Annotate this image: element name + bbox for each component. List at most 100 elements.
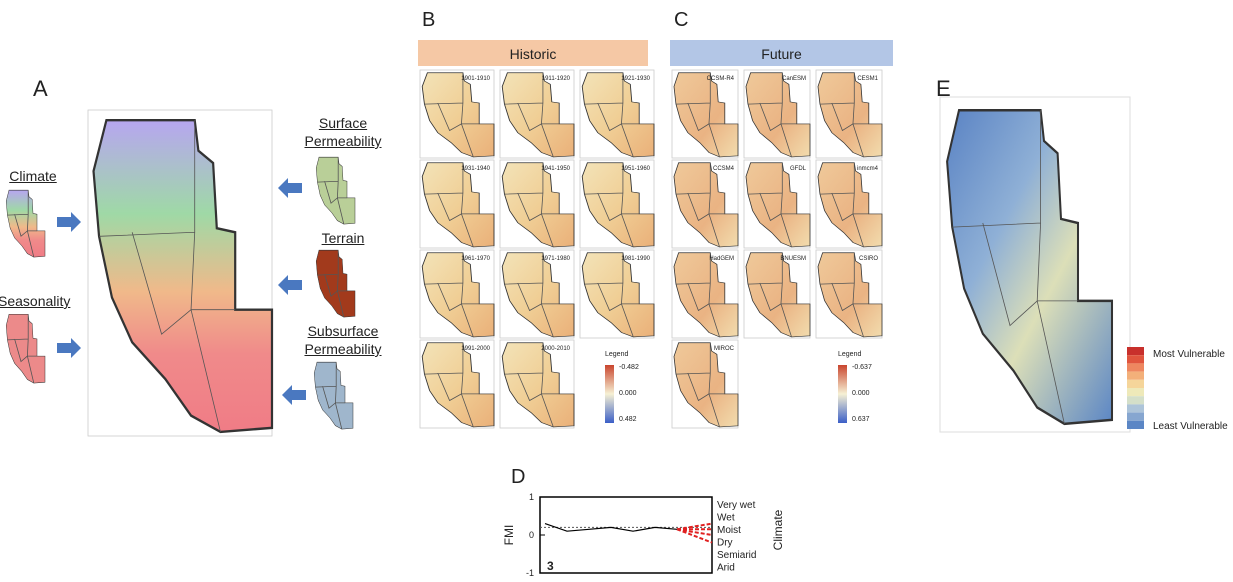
seasonality-map — [5, 313, 46, 384]
input-label: Subsurface Permeability — [304, 323, 382, 357]
climate-map — [5, 189, 46, 258]
state-lines — [424, 73, 479, 157]
main-map — [92, 118, 274, 434]
label: CCSM-R4 — [707, 76, 735, 82]
projection-fan — [676, 528, 713, 544]
thumb-map — [421, 72, 495, 158]
label: 1991-2000 — [461, 346, 490, 352]
label: 1901-1910 — [461, 76, 490, 82]
label: Most Vulnerable — [1153, 349, 1225, 360]
arrow — [57, 338, 81, 358]
state-lines — [504, 343, 559, 427]
thumb-map — [421, 162, 495, 248]
thumb-map — [745, 162, 811, 248]
label: 0.637 — [852, 416, 870, 423]
label: Future — [761, 46, 802, 62]
label: Climate — [771, 509, 785, 550]
label: D — [511, 466, 525, 488]
state-lines — [424, 163, 479, 247]
state-lines — [820, 253, 869, 337]
legend-swatch — [1127, 388, 1144, 397]
input-label: Surface Permeability — [304, 115, 382, 149]
vulnerability-map — [945, 109, 1114, 426]
state-lines — [504, 73, 559, 157]
arrow — [282, 385, 306, 405]
map-shape — [5, 189, 46, 258]
input-label: Climate — [9, 168, 57, 184]
state-lines — [676, 73, 725, 157]
state-lines — [317, 250, 347, 317]
label: 1971-1980 — [541, 256, 570, 262]
legend-swatch — [1127, 363, 1144, 372]
state-lines — [584, 253, 639, 337]
label: 1 — [529, 492, 534, 502]
state-lines — [748, 73, 797, 157]
state-lines — [7, 190, 37, 257]
header-bar — [670, 40, 893, 66]
state-lines — [584, 163, 639, 247]
label: 3 — [547, 559, 554, 573]
label: GFDL — [790, 166, 807, 172]
arrow — [278, 178, 302, 198]
thumb-map — [501, 72, 575, 158]
label: Dry — [717, 538, 733, 549]
state-lines — [504, 253, 559, 337]
label: 1941-1950 — [541, 166, 570, 172]
state-lines — [676, 343, 725, 427]
state-lines — [952, 110, 1078, 424]
legend-bar — [605, 365, 614, 423]
label: 0.000 — [619, 390, 637, 397]
label: -0.482 — [619, 364, 639, 371]
map-shape — [315, 249, 356, 318]
label: 1921-1930 — [621, 76, 650, 82]
label: Arid — [717, 563, 735, 574]
label: C — [674, 9, 688, 31]
map-shape — [313, 361, 354, 430]
legend-swatch — [1127, 412, 1144, 421]
input-label: Seasonality — [0, 293, 71, 309]
label: Semiarid — [717, 550, 756, 561]
state-lines — [676, 253, 725, 337]
label: FMI — [502, 525, 516, 546]
subsurface-perm-map — [313, 361, 354, 430]
surface-perm-map — [315, 156, 356, 225]
label: 1981-1990 — [621, 256, 650, 262]
input-label: Terrain — [321, 230, 365, 246]
thumb-map — [421, 252, 495, 338]
thumb-map — [421, 342, 495, 428]
arrow — [278, 275, 302, 295]
thumb-map — [581, 162, 655, 248]
legend-swatch — [1127, 347, 1144, 356]
label: inmcm4 — [857, 166, 879, 172]
label: Moist — [717, 525, 741, 536]
legend-swatch — [1127, 379, 1144, 388]
state-lines — [424, 343, 479, 427]
header-bar — [418, 40, 648, 66]
label: 0.000 — [852, 390, 870, 397]
thumb-map — [673, 252, 739, 338]
fmi-line — [544, 523, 678, 532]
map-shape — [5, 313, 46, 384]
legend-bar — [838, 365, 847, 423]
label: 1911-1920 — [542, 76, 571, 82]
label: CanESM — [782, 76, 806, 82]
label: Least Vulnerable — [1153, 421, 1228, 432]
state-lines — [504, 163, 559, 247]
label: -1 — [526, 568, 534, 578]
state-lines — [748, 253, 797, 337]
state-lines — [317, 157, 347, 224]
label: 1961-1970 — [461, 256, 490, 262]
thumb-map — [581, 252, 655, 338]
state-lines — [7, 314, 37, 383]
label: 0 — [529, 530, 534, 540]
label: Very wet — [717, 500, 756, 511]
thumb-map — [673, 342, 739, 428]
thumb-map — [673, 72, 739, 158]
terrain-map — [315, 249, 356, 318]
label: 1951-1960 — [621, 166, 650, 172]
arrow — [57, 212, 81, 232]
thumb-map — [501, 342, 575, 428]
label: MIROC — [714, 346, 735, 352]
